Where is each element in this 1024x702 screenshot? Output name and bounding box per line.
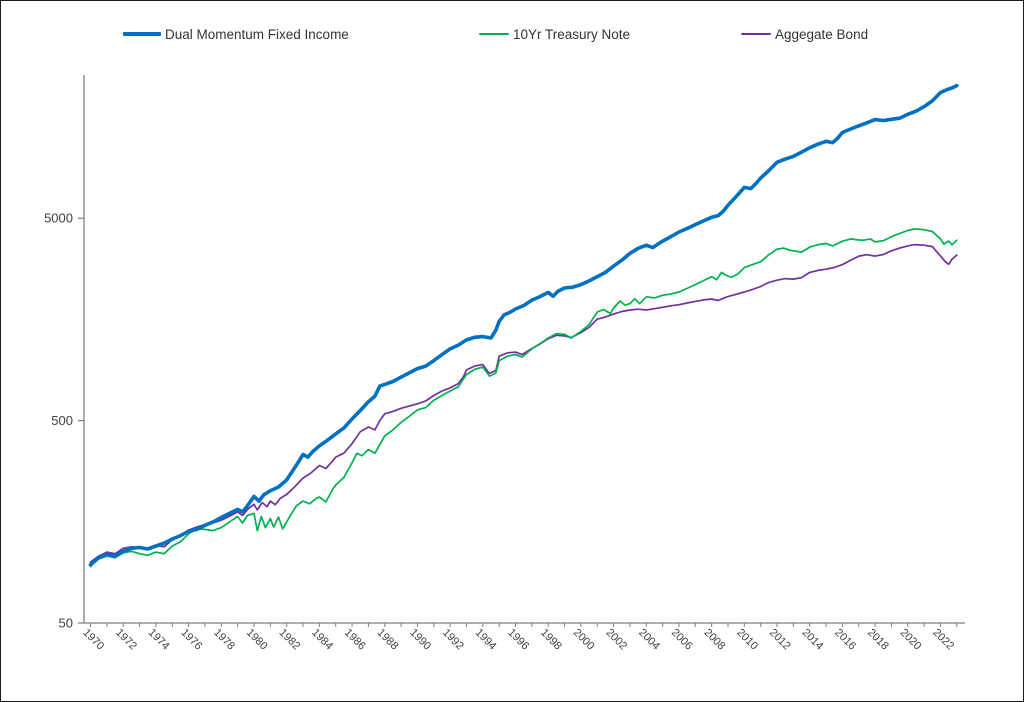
x-tick-label-2006: 2006 — [669, 627, 695, 653]
x-tick-label-2000: 2000 — [571, 627, 597, 653]
x-tick-label-2004: 2004 — [636, 627, 662, 653]
x-tick-label-1996: 1996 — [505, 627, 531, 653]
series-line-10yr-treasury-note — [89, 228, 958, 568]
x-tick-label-1978: 1978 — [211, 627, 237, 653]
series-line-aggegate-bond — [89, 243, 958, 563]
legend-item-dual-momentum: Dual Momentum Fixed Income — [123, 25, 349, 43]
x-tick-label-1984: 1984 — [309, 627, 335, 653]
legend-swatch-dual-momentum-line — [123, 32, 161, 36]
x-tick-label-2012: 2012 — [767, 627, 793, 653]
x-tick-label-1990: 1990 — [407, 627, 433, 653]
x-tick-label-1998: 1998 — [538, 627, 564, 653]
chart-legend: Dual Momentum Fixed Income 10Yr Treasury… — [1, 25, 1023, 45]
x-tick-label-2002: 2002 — [603, 627, 629, 653]
legend-label-dual-momentum: Dual Momentum Fixed Income — [165, 26, 349, 42]
x-tick-label-2020: 2020 — [898, 627, 924, 653]
x-tick-label-2010: 2010 — [734, 627, 760, 653]
y-tick-label-50: 50 — [59, 616, 73, 631]
x-tick-label-1970: 1970 — [80, 627, 106, 653]
legend-label-10yr-treasury: 10Yr Treasury Note — [513, 26, 631, 42]
x-tick-label-2022: 2022 — [930, 627, 956, 653]
legend-item-aggregate-bond: Aggegate Bond — [741, 25, 868, 43]
y-tick-label-5000: 5000 — [44, 211, 73, 226]
x-tick-label-2014: 2014 — [800, 627, 826, 653]
legend-swatch-10yr-treasury-line — [479, 33, 509, 35]
x-tick-label-1976: 1976 — [178, 627, 204, 653]
x-tick-label-1972: 1972 — [113, 627, 139, 653]
legend-item-10yr-treasury: 10Yr Treasury Note — [479, 25, 630, 43]
y-tick-label-500: 500 — [51, 413, 73, 428]
x-tick-label-2018: 2018 — [865, 627, 891, 653]
series-line-dual-momentum-fixed-income — [88, 83, 959, 567]
x-tick-label-1982: 1982 — [277, 627, 303, 653]
legend-swatch-aggregate-bond-line — [741, 33, 771, 35]
x-tick-label-2016: 2016 — [832, 627, 858, 653]
x-tick-label-1986: 1986 — [342, 627, 368, 653]
x-tick-label-1980: 1980 — [244, 627, 270, 653]
x-tick-label-1974: 1974 — [146, 627, 172, 653]
legend-label-aggregate-bond: Aggegate Bond — [775, 26, 869, 42]
x-tick-label-1992: 1992 — [440, 627, 466, 653]
x-tick-label-1994: 1994 — [473, 627, 499, 653]
x-tick-label-1988: 1988 — [375, 627, 401, 653]
x-tick-label-2008: 2008 — [702, 627, 728, 653]
